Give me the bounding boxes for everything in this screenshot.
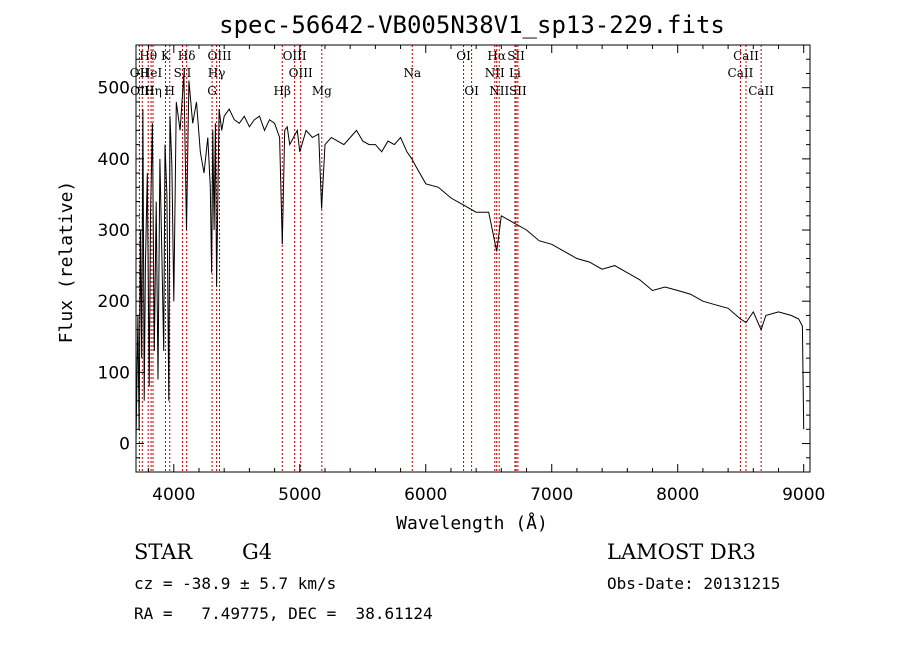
line-marker-label: CaII: [733, 49, 759, 63]
x-axis-ticks: 4000 5000 6000 7000 8000 9000: [148, 45, 825, 505]
y-tick-label: 300: [98, 221, 130, 241]
line-marker-label: OI: [464, 84, 479, 98]
x-tick-label: 7000: [530, 485, 573, 505]
y-tick-label: 0: [119, 435, 130, 455]
object-subclass: G4: [242, 540, 273, 564]
line-marker-label: Na: [403, 66, 421, 80]
survey-name: LAMOST DR3: [607, 540, 756, 564]
x-tick-label: 6000: [404, 485, 447, 505]
y-tick-label: 100: [98, 363, 130, 383]
line-marker-label: OIII: [283, 49, 307, 63]
line-marker-label: K: [161, 49, 171, 63]
x-tick-label: 4000: [152, 485, 195, 505]
plot-frame: [135, 44, 811, 473]
line-marker-label: Li: [509, 66, 521, 80]
x-tick-label: 5000: [278, 485, 321, 505]
line-marker-label: CaII: [748, 84, 774, 98]
line-marker-label: OI: [456, 49, 471, 63]
line-marker-label: Mg: [312, 84, 332, 98]
y-axis-label: Flux (relative): [56, 181, 77, 344]
y-tick-label: 400: [98, 150, 130, 170]
y-tick-label: 200: [98, 292, 130, 312]
x-tick-label: 9000: [782, 485, 825, 505]
line-marker-label: OIII: [207, 49, 231, 63]
spectrum-line: [135, 73, 805, 444]
line-marker-label: SII: [174, 66, 192, 80]
line-marker-label: OIII: [289, 66, 313, 80]
line-marker-label: NII: [489, 84, 509, 98]
y-tick-label: 500: [98, 79, 130, 99]
line-marker-label: Hβ: [274, 84, 291, 98]
line-marker-label: CaII: [728, 66, 754, 80]
object-class: STAR: [134, 540, 193, 564]
redshift-text: cz = -38.9 ± 5.7 km/s: [134, 574, 337, 593]
x-axis-label: Wavelength (Å): [396, 512, 548, 534]
line-marker-label: Hθ: [139, 49, 157, 63]
line-marker-label: Hδ: [178, 49, 196, 63]
line-marker-label: HeI: [140, 66, 163, 80]
x-tick-label: 8000: [656, 485, 699, 505]
line-marker-label: Hα: [487, 49, 506, 63]
line-marker-label: NII: [485, 66, 505, 80]
line-marker-label: SII: [509, 84, 527, 98]
ra-dec-text: RA = 7.49775, DEC = 38.61124: [134, 604, 433, 623]
line-marker-label: SII: [507, 49, 525, 63]
obs-date-text: Obs-Date: 20131215: [607, 574, 781, 593]
line-marker-label: H: [165, 84, 175, 98]
y-axis-ticks: 0 100 200 300 400 500: [98, 58, 810, 459]
chart-title: spec-56642-VB005N38V1_sp13-229.fits: [219, 11, 725, 39]
line-marker-label: Hγ: [208, 66, 226, 80]
line-marker-label: Hη: [144, 84, 162, 98]
line-marker-label: G: [207, 84, 217, 98]
